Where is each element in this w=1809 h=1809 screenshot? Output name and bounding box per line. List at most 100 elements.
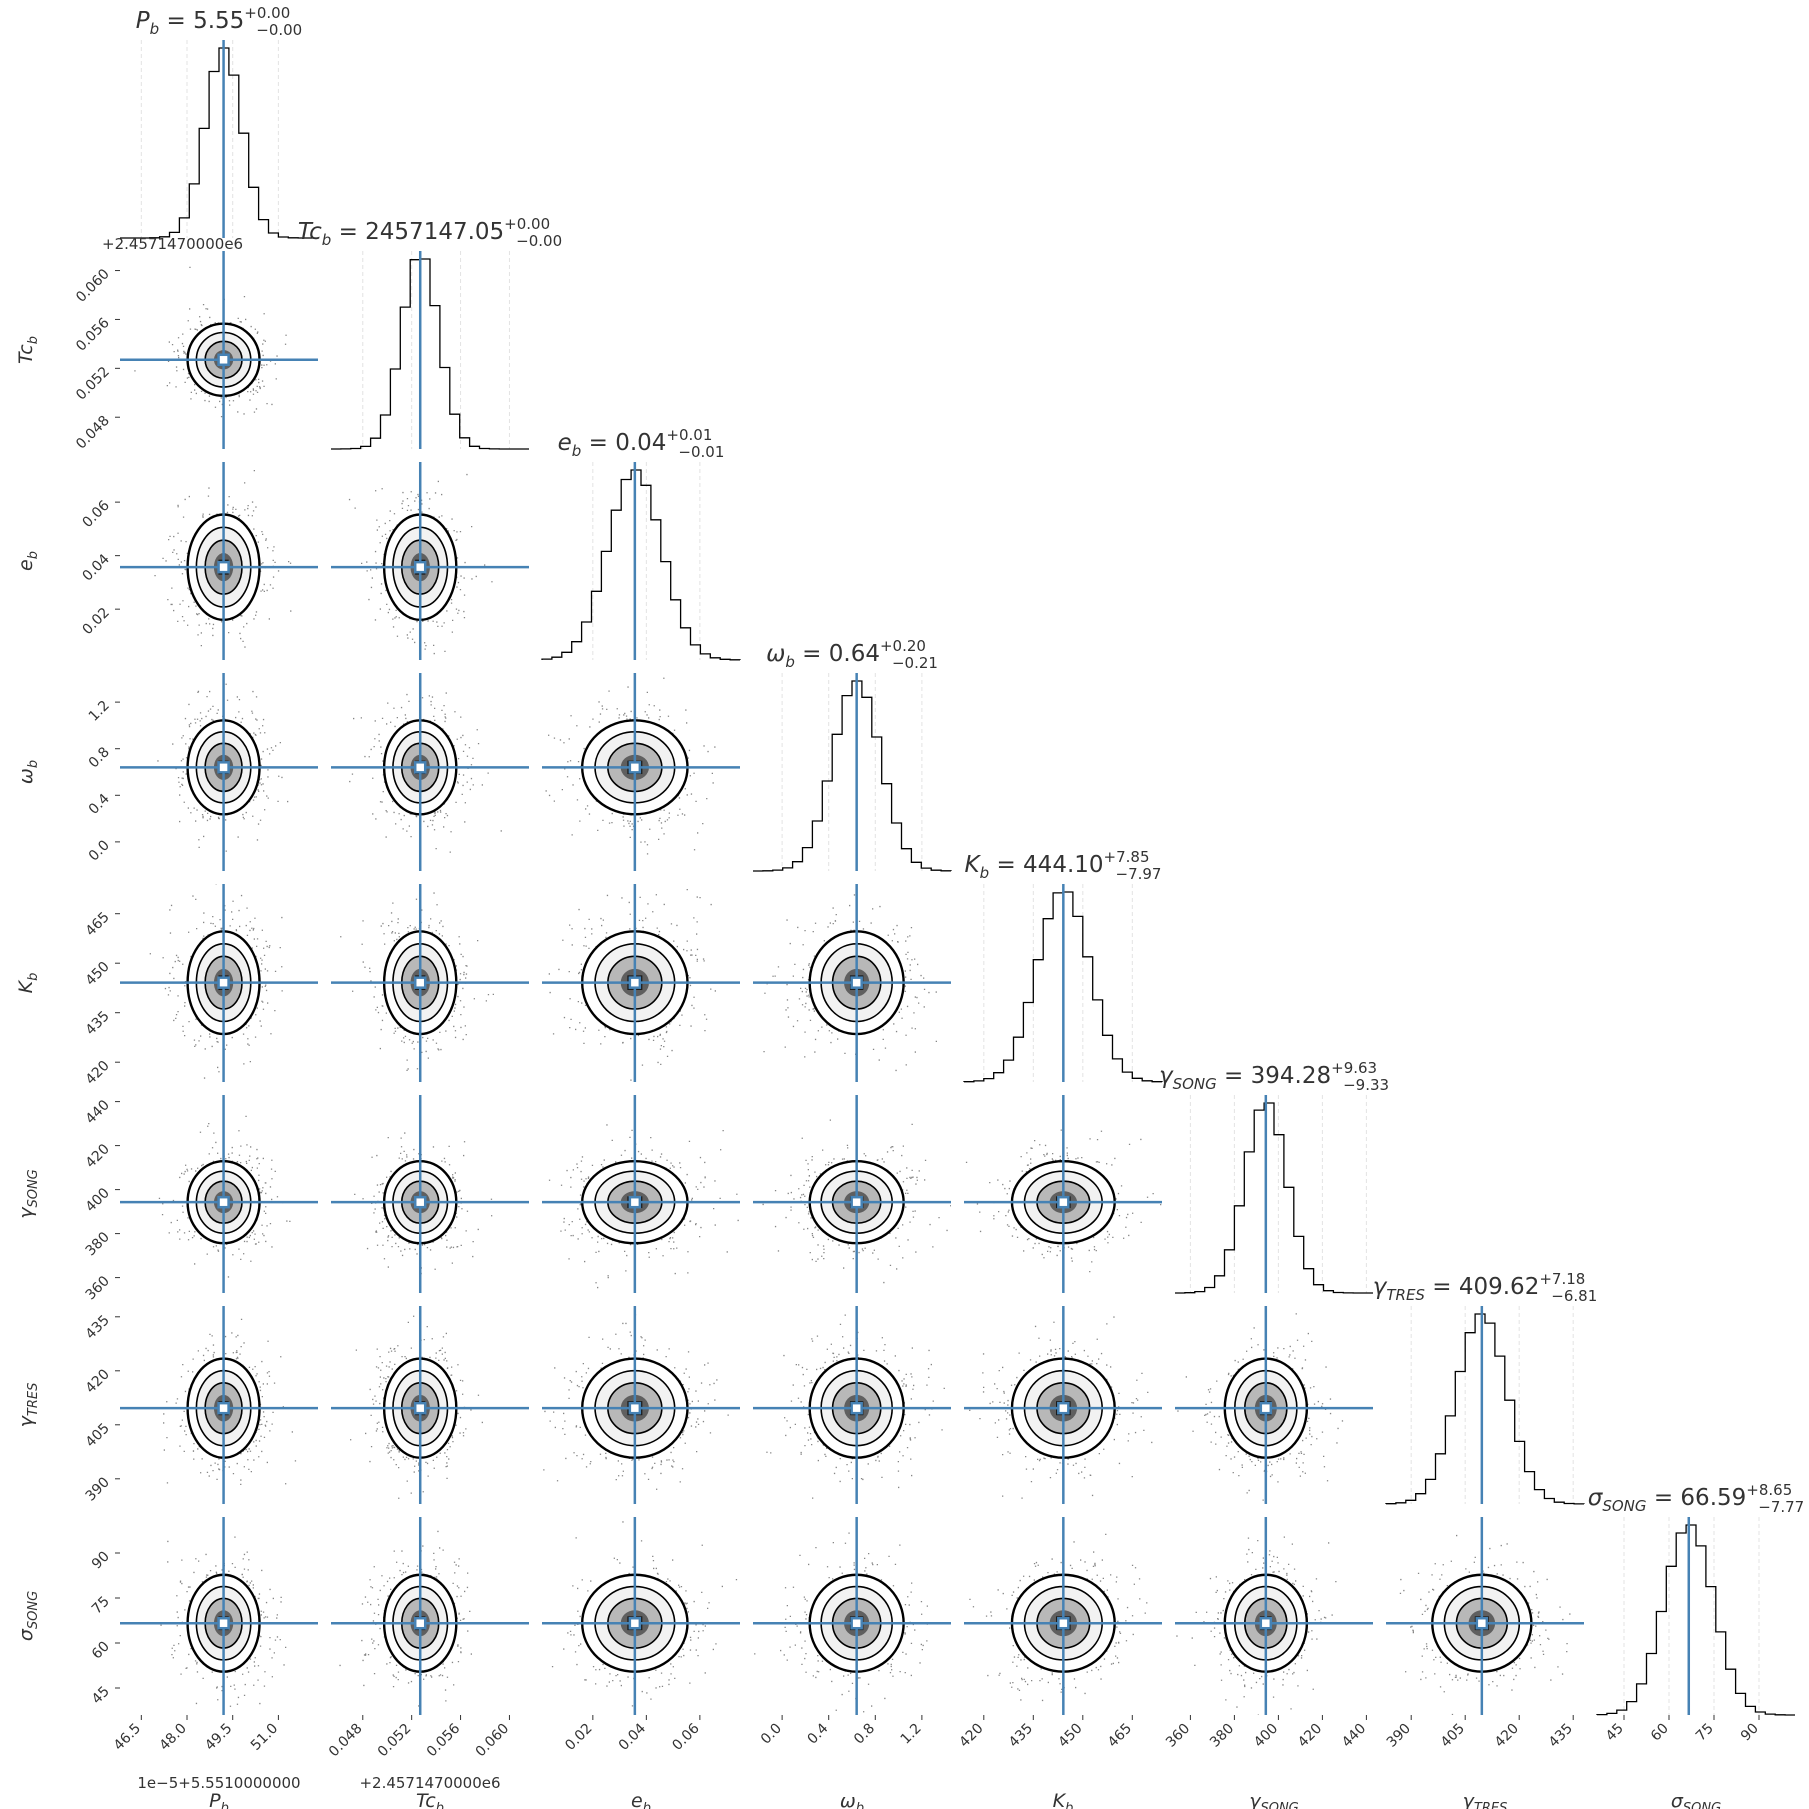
panel-gamma_tres-vs-P_b <box>120 1306 318 1504</box>
panel-sigma_song-vs-gamma_tres <box>1386 1517 1584 1715</box>
panel-title-gamma_tres: γTRES = 409.62+7.18 −6.81 <box>1373 1270 1598 1305</box>
y-tick-label-gamma_song-1: 380 <box>83 1229 113 1259</box>
hist-steps-omega_b <box>753 680 952 872</box>
panel-K_b-vs-Tc_b <box>331 884 529 1082</box>
truth-marker-5-1 <box>413 1195 427 1209</box>
x-label-K_b: Kb <box>1053 1790 1074 1809</box>
truth-marker-4-0 <box>217 976 230 989</box>
panel-gamma_song-vs-Tc_b <box>331 1095 529 1293</box>
x-tick-label-gamma_tres-3: 435 <box>1546 1721 1576 1751</box>
y-tick-label-Tc_b-0: 0.048 <box>73 413 113 453</box>
x-tick-label-sigma_song-0: 45 <box>1603 1721 1627 1745</box>
y-tick-label-e_b-2: 0.06 <box>79 498 112 531</box>
y-tick-label-sigma_song-0: 45 <box>89 1684 113 1708</box>
x-axis-K_b: 420 435 450 465 Kb <box>956 1715 1135 1809</box>
truth-marker-7-1 <box>413 1616 427 1630</box>
panel-e_b-vs-P_b <box>120 462 318 660</box>
y-axis-gamma_song: 360 380 400 420 440 γSONG <box>15 1097 120 1303</box>
y-tick-label-e_b-0: 0.02 <box>79 605 112 638</box>
panel-K_b-vs-e_b <box>542 884 740 1082</box>
x-tick-label-gamma_song-1: 380 <box>1207 1721 1237 1751</box>
y-label-Tc_b: Tcb <box>15 336 41 364</box>
panel-K_b-vs-omega_b <box>753 884 951 1082</box>
x-tick-label-Tc_b-0: 0.048 <box>326 1721 366 1761</box>
x-tick-label-P_b-3: 51.0 <box>248 1721 281 1754</box>
panel-sigma_song-vs-omega_b <box>753 1517 951 1715</box>
panel-title-Tc_b: Tcb = 2457147.05+0.00 −0.00 <box>298 215 562 250</box>
truth-marker-3-1 <box>413 761 427 774</box>
truth-marker-7-4 <box>1057 1616 1070 1630</box>
y-tick-label-omega_b-1: 0.4 <box>86 791 113 818</box>
x-tick-label-P_b-1: 48.0 <box>156 1721 189 1754</box>
truth-marker-7-0 <box>217 1616 230 1630</box>
y-tick-label-gamma_song-0: 360 <box>83 1273 113 1303</box>
x-axis-sigma_song: 45 60 75 90 σSONG <box>1603 1715 1762 1809</box>
truth-marker-7-2 <box>628 1616 642 1630</box>
y-axis-e_b: 0.02 0.04 0.06 eb <box>15 498 120 638</box>
x-tick-label-e_b-0: 0.02 <box>562 1721 595 1754</box>
y-tick-label-gamma_tres-2: 420 <box>83 1366 113 1396</box>
truth-marker-3-2 <box>628 761 642 774</box>
scatter-cloud-5-4 <box>965 1129 1162 1273</box>
x-label-omega_b: ωb <box>840 1790 864 1809</box>
y-tick-label-sigma_song-2: 75 <box>89 1594 113 1618</box>
histogram-P_b: Pb = 5.55+0.00 −0.00 <box>120 4 318 239</box>
x-tick-label-K_b-0: 420 <box>956 1721 986 1751</box>
truth-marker-6-1 <box>413 1401 427 1415</box>
y-tick-label-sigma_song-3: 90 <box>89 1549 113 1573</box>
y-label-gamma_tres: γTRES <box>15 1383 41 1428</box>
x-tick-label-omega_b-1: 0.4 <box>804 1720 831 1747</box>
panel-gamma_tres-vs-omega_b <box>753 1306 951 1504</box>
x-axis-e_b: 0.02 0.04 0.06 eb <box>562 1715 703 1809</box>
hist-steps-gamma_tres <box>1385 1313 1585 1505</box>
truth-marker-4-3 <box>850 976 863 989</box>
truth-marker-5-3 <box>850 1195 863 1209</box>
histogram-K_b: Kb = 444.10+7.85 −7.97 <box>963 848 1163 1083</box>
axis-offset-P_b: +2.4571470000e6 <box>102 235 243 253</box>
truth-marker-7-6 <box>1475 1616 1489 1630</box>
panel-omega_b-vs-Tc_b <box>331 673 529 871</box>
y-axis-sigma_song: 45 60 75 90 σSONG <box>15 1549 120 1708</box>
y-tick-label-gamma_tres-3: 435 <box>83 1312 113 1342</box>
hist-steps-gamma_song <box>1175 1102 1373 1294</box>
panel-sigma_song-vs-gamma_song <box>1175 1517 1373 1715</box>
x-tick-label-omega_b-0: 0.0 <box>758 1721 785 1748</box>
truth-marker-4-2 <box>628 976 642 989</box>
x-tick-label-e_b-1: 0.04 <box>616 1720 649 1753</box>
truth-marker-6-3 <box>850 1401 863 1415</box>
panel-title-sigma_song: σSONG = 66.59+8.65 −7.77 <box>1588 1481 1804 1516</box>
y-tick-label-Tc_b-1: 0.052 <box>73 364 113 404</box>
x-tick-label-sigma_song-1: 60 <box>1648 1721 1672 1745</box>
x-tick-label-gamma_song-4: 440 <box>1339 1721 1369 1751</box>
hist-steps-P_b <box>120 47 318 239</box>
truth-marker-6-4 <box>1057 1401 1070 1415</box>
x-tick-label-gamma_tres-0: 390 <box>1384 1721 1414 1751</box>
truth-marker-2-0 <box>217 560 230 574</box>
y-tick-label-gamma_song-4: 440 <box>83 1097 113 1127</box>
panel-sigma_song-vs-Tc_b <box>331 1517 529 1715</box>
panel-title-gamma_song: γSONG = 394.28+9.63 −9.33 <box>1159 1059 1389 1094</box>
panel-gamma_song-vs-P_b <box>120 1095 318 1293</box>
x-offset-Tc_b: +2.4571470000e6 <box>359 1774 500 1792</box>
panel-title-K_b: Kb = 444.10+7.85 −7.97 <box>965 848 1162 883</box>
y-tick-label-sigma_song-1: 60 <box>89 1639 113 1663</box>
truth-marker-7-3 <box>850 1616 863 1630</box>
histogram-sigma_song: σSONG = 66.59+8.65 −7.77 <box>1588 1481 1804 1716</box>
y-tick-label-K_b-0: 420 <box>83 1058 113 1088</box>
y-label-K_b: Kb <box>15 973 41 994</box>
x-tick-label-gamma_song-2: 400 <box>1251 1721 1281 1751</box>
y-tick-label-omega_b-0: 0.0 <box>86 837 113 864</box>
panel-sigma_song-vs-K_b <box>964 1517 1162 1715</box>
panel-title-e_b: eb = 0.04+0.01 −0.01 <box>558 426 725 461</box>
x-tick-label-omega_b-2: 0.8 <box>851 1721 878 1748</box>
hist-steps-sigma_song <box>1596 1524 1795 1716</box>
panel-title-omega_b: ωb = 0.64+0.20 −0.21 <box>766 637 938 672</box>
x-tick-label-Tc_b-2: 0.056 <box>424 1720 464 1760</box>
panel-gamma_song-vs-omega_b <box>753 1095 951 1293</box>
panel-gamma_song-vs-e_b <box>542 1095 740 1293</box>
panel-gamma_tres-vs-K_b <box>964 1306 1162 1504</box>
truth-marker-5-2 <box>628 1195 642 1209</box>
truth-marker-5-4 <box>1057 1195 1070 1209</box>
